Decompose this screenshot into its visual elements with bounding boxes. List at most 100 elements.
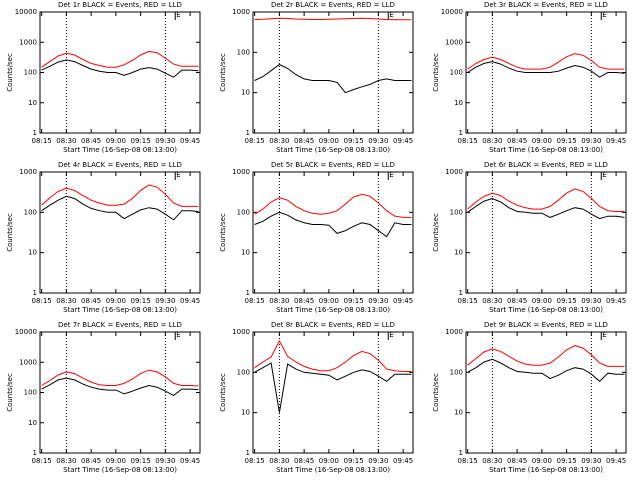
x-tick-label: 09:30 — [155, 457, 175, 465]
y-tick-label: 100 — [450, 368, 463, 376]
x-tick-label: 08:30 — [56, 137, 76, 145]
y-tick-label: 100 — [450, 208, 463, 216]
panel: Det 5r BLACK = Events, RED = LLD 1 10 100 10… — [219, 161, 414, 314]
y-tick-label: 1 — [459, 289, 463, 297]
y-tick-label: 100 — [24, 69, 37, 77]
series-line — [467, 61, 625, 78]
y-tick-label: 10 — [241, 89, 250, 97]
y-tick-label: 1000 — [19, 38, 37, 46]
y-axis-label: Counts/sec — [432, 213, 440, 252]
chart-title: Det 4r BLACK = Events, RED = LLD — [58, 161, 182, 169]
series-line — [41, 50, 199, 68]
y-tick-label: 100 — [237, 368, 250, 376]
panel: Det 2r BLACK = Events, RED = LLD 1 10 100 10… — [219, 1, 414, 154]
x-axis-label: Start Time (16-Sep-08 08:13:00) — [63, 466, 177, 474]
x-tick-label: 09:45 — [180, 457, 200, 465]
y-tick-label: 10000 — [15, 328, 37, 336]
series-line — [254, 193, 412, 218]
y-tick-label: 1 — [246, 449, 250, 457]
x-axis-label: Start Time (16-Sep-08 08:13:00) — [276, 466, 390, 474]
x-tick-label: 09:00 — [106, 137, 126, 145]
x-tick-label: 09:15 — [131, 297, 151, 305]
x-tick-label: 08:30 — [269, 457, 289, 465]
plot-frame — [39, 171, 201, 294]
x-tick-label: 08:45 — [507, 137, 527, 145]
x-tick-label: 09:15 — [557, 297, 577, 305]
x-tick-label: 08:45 — [294, 297, 314, 305]
x-tick-label: 09:45 — [393, 457, 413, 465]
y-tick-label: 100 — [24, 208, 37, 216]
y-tick-label: 10000 — [441, 8, 463, 16]
annotation: E — [602, 171, 606, 179]
annotation: E — [389, 11, 393, 19]
x-tick-label: 08:45 — [294, 457, 314, 465]
y-tick-label: 1000 — [232, 328, 250, 336]
x-tick-label: 08:15 — [32, 297, 52, 305]
x-tick-label: 09:00 — [319, 457, 339, 465]
y-tick-label: 100 — [237, 48, 250, 56]
x-tick-label: 08:15 — [458, 137, 478, 145]
x-tick-label: 08:45 — [81, 137, 101, 145]
y-tick-label: 100 — [24, 389, 37, 397]
panel: Det 4r BLACK = Events, RED = LLD 1 10 100 10… — [6, 161, 201, 314]
y-tick-label: 1000 — [445, 328, 463, 336]
series-line — [41, 195, 199, 221]
plot-frame — [39, 11, 201, 134]
annotation: E — [389, 331, 393, 339]
series-line — [254, 362, 412, 413]
y-tick-label: 1 — [33, 129, 37, 137]
x-tick-label: 09:30 — [581, 457, 601, 465]
x-axis-label: Start Time (16-Sep-08 08:13:00) — [489, 306, 603, 314]
x-tick-label: 09:15 — [557, 457, 577, 465]
annotation: E — [176, 11, 180, 19]
x-tick-label: 09:15 — [344, 137, 364, 145]
series-line — [41, 377, 199, 396]
x-tick-label: 09:00 — [532, 297, 552, 305]
series-line — [254, 63, 412, 94]
y-tick-label: 10 — [28, 249, 37, 257]
x-tick-label: 08:45 — [81, 457, 101, 465]
chart-title: Det 9r BLACK = Events, RED = LLD — [484, 321, 608, 329]
y-tick-label: 10 — [28, 99, 37, 107]
x-axis-label: Start Time (16-Sep-08 08:13:00) — [63, 306, 177, 314]
series-line — [254, 339, 412, 372]
x-tick-label: 09:15 — [557, 137, 577, 145]
y-tick-label: 10 — [454, 249, 463, 257]
x-tick-label: 08:30 — [482, 297, 502, 305]
x-tick-label: 08:30 — [482, 457, 502, 465]
x-tick-label: 09:15 — [131, 137, 151, 145]
panel: Det 7r BLACK = Events, RED = LLD 1 10 100 10… — [6, 321, 201, 474]
x-tick-label: 08:30 — [269, 137, 289, 145]
x-tick-label: 09:30 — [581, 297, 601, 305]
x-tick-label: 09:45 — [606, 457, 626, 465]
y-tick-label: 1000 — [445, 168, 463, 176]
series-line — [467, 358, 625, 382]
x-tick-label: 09:45 — [393, 297, 413, 305]
annotation: E — [389, 171, 393, 179]
series-line — [41, 59, 199, 78]
x-tick-label: 08:45 — [81, 297, 101, 305]
y-axis-label: Counts/sec — [219, 53, 227, 92]
x-tick-label: 08:30 — [269, 297, 289, 305]
x-axis-label: Start Time (16-Sep-08 08:13:00) — [276, 146, 390, 154]
x-tick-label: 09:45 — [180, 137, 200, 145]
x-tick-label: 09:15 — [131, 457, 151, 465]
chart-title: Det 1r BLACK = Events, RED = LLD — [58, 1, 182, 9]
x-axis-label: Start Time (16-Sep-08 08:13:00) — [276, 306, 390, 314]
y-tick-label: 1 — [459, 449, 463, 457]
x-tick-label: 08:15 — [245, 297, 265, 305]
panel: Det 8r BLACK = Events, RED = LLD 1 10 100 10… — [219, 321, 414, 474]
series-line — [467, 53, 625, 70]
series-line — [467, 345, 625, 367]
x-tick-label: 09:00 — [106, 457, 126, 465]
x-tick-label: 08:45 — [294, 137, 314, 145]
x-tick-label: 08:45 — [507, 297, 527, 305]
plot-frame — [252, 171, 414, 294]
y-tick-label: 1000 — [232, 168, 250, 176]
y-tick-label: 100 — [237, 208, 250, 216]
chart-title: Det 8r BLACK = Events, RED = LLD — [271, 321, 395, 329]
annotation: E — [602, 331, 606, 339]
y-axis-label: Counts/sec — [6, 53, 14, 92]
y-axis-label: Counts/sec — [219, 373, 227, 412]
y-axis-label: Counts/sec — [432, 53, 440, 92]
